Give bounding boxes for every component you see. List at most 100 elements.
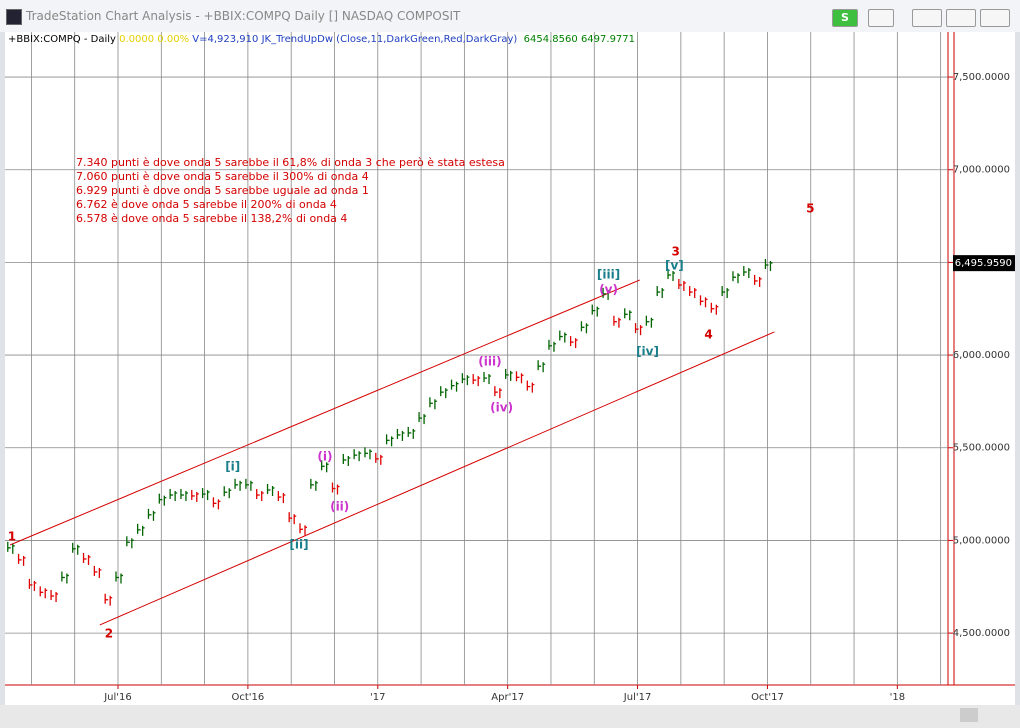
- y-tick-label: 6,000.0000: [953, 350, 1010, 361]
- wave-label: (iii): [478, 354, 501, 368]
- minimize-button[interactable]: [912, 9, 942, 27]
- x-tick-label: Apr'17: [491, 692, 524, 703]
- change-pct: 0.00%: [157, 34, 190, 45]
- price-bar: [331, 482, 340, 495]
- price-bar: [418, 412, 427, 425]
- price-bar: [375, 452, 383, 465]
- price-bar: [721, 286, 730, 299]
- wave-label: (i): [317, 450, 332, 464]
- price-bar: [39, 586, 48, 599]
- price-bar: [180, 489, 188, 502]
- wave-label: [iv]: [636, 344, 659, 358]
- wave-label: (ii): [330, 500, 349, 514]
- value: 6497.9771: [580, 34, 636, 45]
- price-bar: [28, 578, 37, 591]
- wave-label: [v]: [665, 258, 684, 272]
- status-button[interactable]: S: [832, 9, 858, 27]
- y-tick-label: 4,500.0000: [953, 628, 1010, 639]
- price-bar: [667, 268, 676, 281]
- price-bar: [710, 302, 719, 315]
- price-bar: [624, 308, 632, 321]
- x-tick-label: '17: [370, 692, 385, 703]
- maximize-button[interactable]: [946, 9, 976, 27]
- price-bar: [137, 523, 145, 536]
- note: 7.060 punti è dove onda 5 sarebbe il 300…: [76, 170, 369, 183]
- price-bar: [115, 571, 124, 584]
- price-bar: [613, 315, 621, 328]
- price-bar: [407, 426, 416, 439]
- price-bar: [656, 286, 665, 299]
- scroll-thumb[interactable]: [960, 708, 978, 722]
- price-bar: [505, 368, 513, 381]
- price-bar: [483, 372, 492, 385]
- price-bar: [764, 258, 773, 271]
- price-bar: [385, 434, 394, 447]
- price-bar: [126, 536, 134, 549]
- price-bar: [364, 447, 372, 460]
- wave-label: 5: [806, 202, 814, 216]
- app-icon: [6, 9, 22, 25]
- price-bar: [17, 553, 26, 566]
- price-bar: [450, 379, 459, 392]
- price-bar: [72, 542, 80, 555]
- price-bar: [743, 266, 751, 279]
- y-tick-label: 7,000.0000: [953, 165, 1010, 176]
- price-bar: [61, 571, 69, 584]
- price-bar: [580, 321, 589, 334]
- price-bar: [634, 323, 643, 336]
- x-tick-label: Jul'16: [103, 692, 132, 703]
- y-tick-label: 5,500.0000: [953, 443, 1010, 454]
- y-tick-label: 5,000.0000: [953, 535, 1010, 546]
- price-bar: [645, 315, 654, 328]
- trendline: [99, 331, 775, 626]
- notes: 7.340 punti è dove onda 5 sarebbe il 61,…: [76, 156, 505, 226]
- last-price-box: [953, 255, 1015, 272]
- price-bar: [277, 491, 286, 504]
- note: 6.929 punti è dove onda 5 sarebbe uguale…: [76, 184, 369, 197]
- menu-button[interactable]: [868, 9, 894, 27]
- price-bar: [353, 449, 362, 462]
- wave-label: 4: [704, 328, 712, 342]
- title-bar: TradeStation Chart Analysis - +BBIX:COMP…: [0, 0, 1020, 32]
- price-bar: [245, 478, 253, 491]
- indicator: JK_TrendUpDw (Close,11,DarkGreen,Red,Dar…: [261, 34, 518, 45]
- price-bar: [591, 304, 600, 317]
- price-bar: [82, 552, 91, 565]
- wave-label: 1: [8, 529, 16, 543]
- window-title: TradeStation Chart Analysis - +BBIX:COMP…: [26, 9, 461, 23]
- price-bar: [753, 274, 762, 287]
- price-bar: [732, 271, 740, 284]
- price-bar: [201, 488, 210, 501]
- price-bar: [440, 386, 448, 399]
- note: 6.762 è dove onda 5 sarebbe il 200% di o…: [76, 198, 337, 211]
- symbol: +BBIX:COMPQ - Daily: [8, 34, 116, 45]
- x-tick-label: Oct'16: [232, 692, 265, 703]
- y-tick-label: 7,500.0000: [953, 72, 1010, 83]
- x-tick-label: Oct'17: [751, 692, 784, 703]
- price-bar: [537, 360, 546, 373]
- price-bar: [526, 380, 535, 393]
- price-bar: [689, 286, 697, 299]
- price-bar: [342, 453, 351, 466]
- price-bar: [494, 386, 502, 399]
- price-bar: [169, 489, 178, 502]
- price-bar: [191, 489, 199, 502]
- price-bar: [699, 295, 708, 308]
- plot-background: [5, 32, 1015, 705]
- price-bar: [223, 486, 232, 499]
- wave-label: (v): [599, 283, 618, 297]
- price-bar: [472, 374, 481, 387]
- price-bar: [104, 593, 113, 606]
- value: 6454.8560: [523, 34, 578, 45]
- close-button[interactable]: [980, 9, 1010, 27]
- price-bar: [602, 287, 611, 300]
- price-bar: [461, 373, 470, 386]
- scrollbar[interactable]: [0, 705, 1020, 728]
- price-bar: [396, 428, 405, 441]
- price-bar: [288, 512, 297, 525]
- trendline: [10, 279, 640, 546]
- price-bar: [147, 508, 156, 521]
- price-bar: [310, 478, 318, 491]
